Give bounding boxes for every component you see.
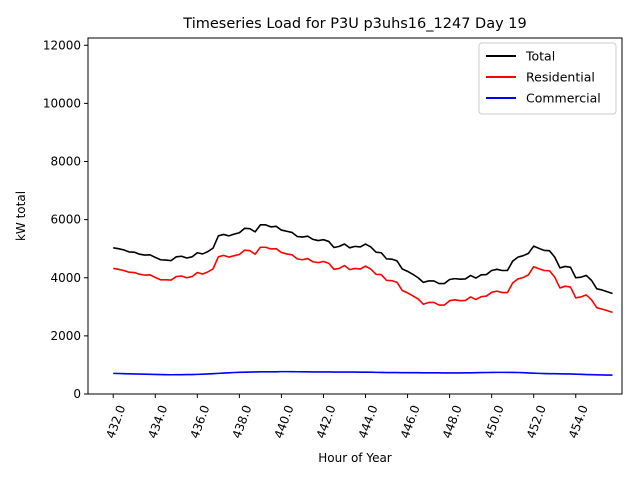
- y-tick-label: 8000: [50, 155, 81, 169]
- y-tick-label: 2000: [50, 329, 81, 343]
- legend-box: [478, 42, 617, 115]
- y-axis-label: kW total: [14, 191, 28, 241]
- series-line-commercial: [113, 370, 613, 376]
- y-tick-label: 10000: [43, 96, 81, 110]
- y-tick-label: 0: [73, 387, 81, 401]
- y-tick-label: 12000: [43, 38, 81, 52]
- legend-label-residential: Residential: [526, 70, 595, 85]
- y-tick-label: 4000: [50, 271, 81, 285]
- series-layer: [113, 224, 613, 376]
- chart-title: Timeseries Load for P3U p3uhs16_1247 Day…: [182, 16, 526, 32]
- legend-label-total: Total: [525, 49, 555, 64]
- y-axis-ticks: 0 2000 4000 6000 8000 10000 12000: [43, 38, 88, 401]
- legend-label-commercial: Commercial: [526, 91, 601, 106]
- legend: Total Residential Commercial: [478, 42, 617, 115]
- series-line-total: [113, 224, 613, 295]
- series-line-residential: [113, 246, 613, 314]
- y-tick-label: 6000: [50, 213, 81, 227]
- plot-frame: [87, 37, 623, 395]
- x-axis-label: Hour of Year: [318, 451, 392, 465]
